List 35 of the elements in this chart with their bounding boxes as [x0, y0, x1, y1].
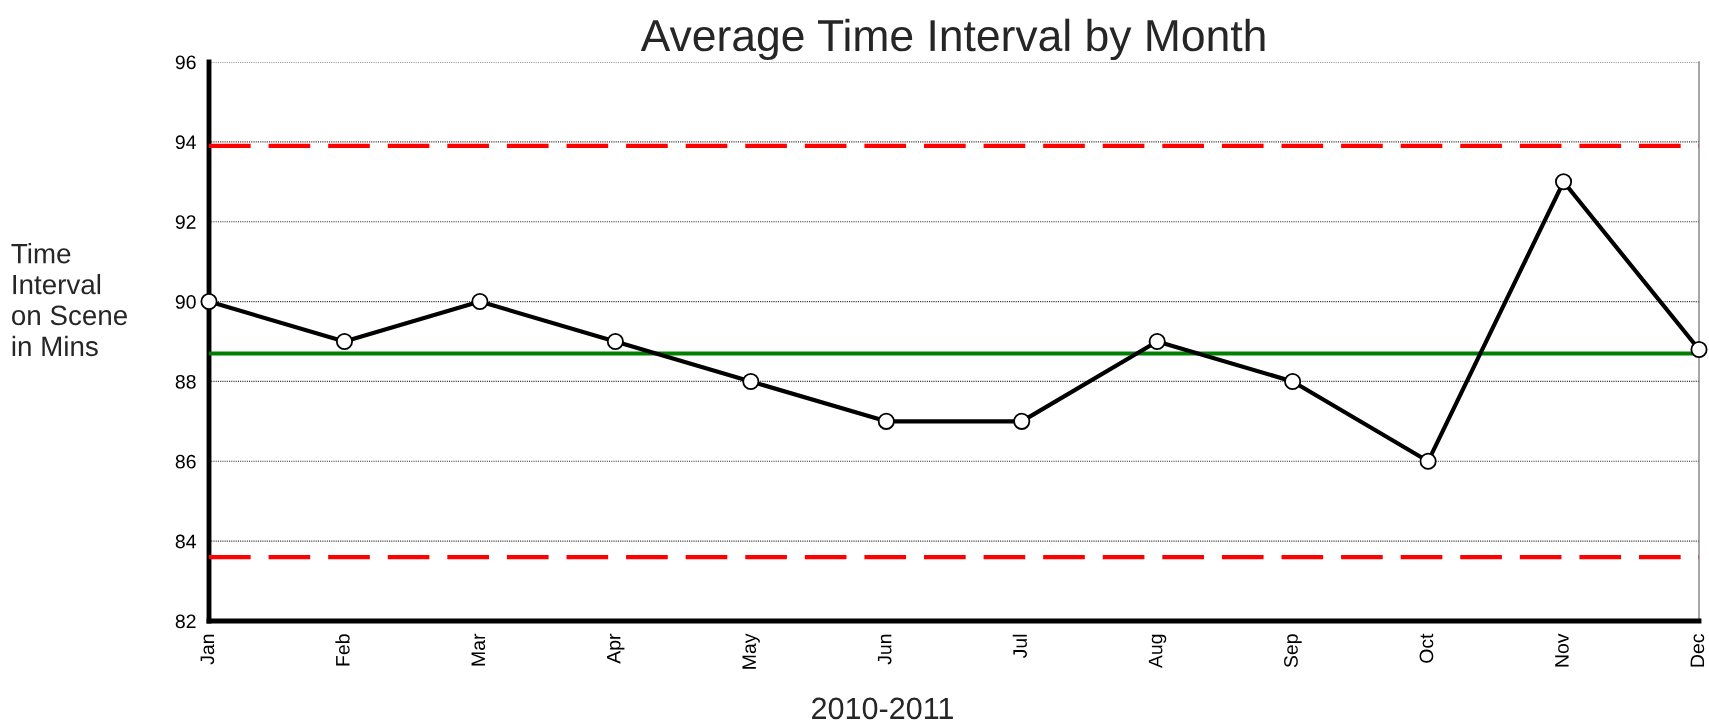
x-tick-label: Jun	[877, 634, 892, 665]
y-axis-title: Time Interval on Scene in Mins	[11, 243, 127, 357]
x-tick-label: Nov	[1555, 633, 1569, 667]
point	[1148, 332, 1166, 351]
x-tick-label: Oct	[1419, 633, 1434, 663]
x-tick-label: Sep	[1284, 634, 1302, 668]
chart-title: Average Time Interval by Month	[640, 18, 1265, 61]
x-tick-label: Apr	[607, 633, 625, 664]
x-tick-label: May	[742, 633, 760, 669]
point	[200, 293, 218, 311]
point	[877, 412, 895, 430]
point	[335, 332, 353, 351]
x-tick-label: Jan	[200, 634, 215, 665]
y-tick-label: 82	[175, 614, 196, 629]
point	[1554, 173, 1573, 191]
point	[606, 332, 624, 351]
x-tick-label: Aug	[1148, 634, 1167, 669]
point	[1419, 452, 1437, 470]
y-tick-label: 84	[175, 534, 196, 549]
y-tick-label: 86	[175, 454, 196, 469]
y-tick-label: 94	[175, 135, 196, 150]
y-tick-label: 90	[175, 295, 196, 309]
point	[742, 372, 760, 390]
y-tick-label: 96	[175, 55, 196, 70]
point	[1013, 412, 1031, 430]
x-axis-title: 2010-2011	[812, 697, 953, 720]
point	[1284, 372, 1302, 390]
point	[471, 293, 489, 311]
x-tick-label: Jul	[1012, 634, 1027, 659]
x-tick-label: Mar	[471, 633, 486, 666]
x-tick-label: Feb	[335, 634, 350, 666]
point	[1690, 340, 1708, 359]
y-tick-label: 92	[175, 215, 196, 229]
x-tick-label: Dec	[1690, 634, 1705, 667]
y-tick-label: 88	[175, 374, 196, 389]
